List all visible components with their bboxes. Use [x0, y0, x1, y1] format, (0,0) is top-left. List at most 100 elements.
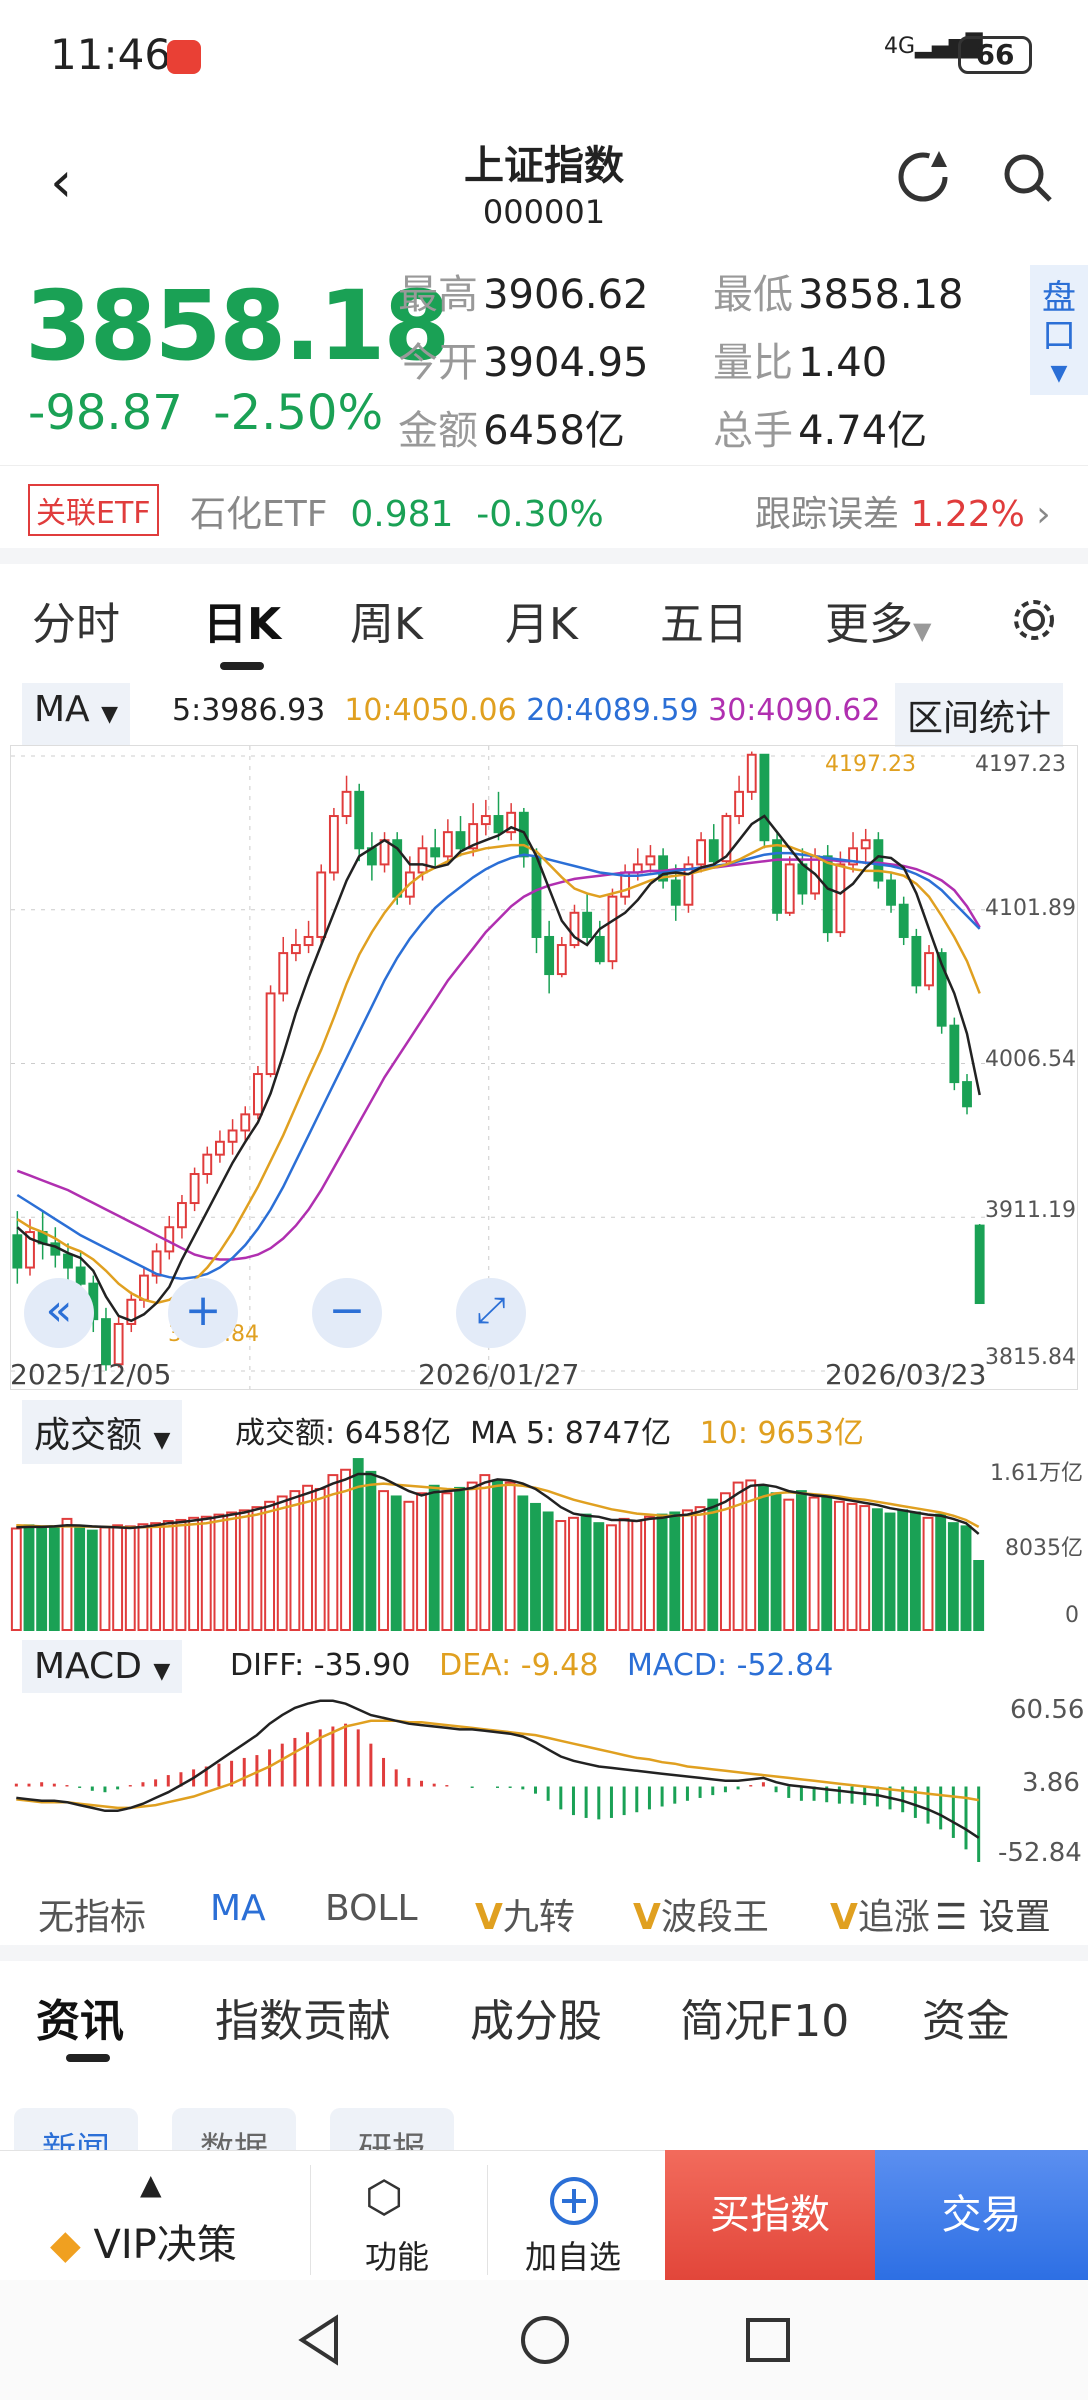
volume-bar — [86, 1529, 98, 1631]
volume-bar — [403, 1500, 415, 1632]
candle-body — [177, 1202, 187, 1229]
nav-recents-icon[interactable] — [738, 2310, 798, 2370]
search-icon[interactable] — [1000, 150, 1056, 206]
zoom-out-icon[interactable]: − — [312, 1278, 382, 1348]
system-nav-bar — [0, 2280, 1088, 2400]
candle-body — [835, 863, 846, 934]
volume-bar — [517, 1495, 529, 1632]
tab-monthly-k[interactable]: 月K — [505, 599, 578, 650]
candle-body — [772, 839, 782, 914]
volume-bar — [162, 1520, 174, 1631]
volume-bar — [783, 1498, 795, 1631]
kline-chart[interactable] — [10, 745, 1078, 1390]
nav-back-icon[interactable] — [290, 2310, 350, 2370]
volume-bar — [947, 1522, 959, 1631]
divider — [310, 2165, 311, 2275]
tab-funds[interactable]: 资金 — [922, 1996, 1010, 2047]
candle-body — [848, 847, 858, 866]
volume-bar — [466, 1481, 478, 1632]
candle-body — [126, 1298, 137, 1325]
add-watchlist-button[interactable]: 加自选 — [525, 2238, 622, 2276]
nav-home-icon[interactable] — [515, 2310, 575, 2370]
diamond-icon: ◆ — [50, 2222, 81, 2268]
candle-body — [962, 1081, 972, 1108]
tab-five-day[interactable]: 五日 — [660, 599, 748, 650]
buy-index-button[interactable]: 买指数 — [665, 2150, 875, 2280]
related-etf-tag: 关联ETF — [28, 484, 159, 536]
order-book-button[interactable]: 盘口 ▼ — [1030, 265, 1088, 395]
indicator-settings[interactable]: ☰ 设置 — [935, 1888, 1051, 1940]
volume-bar — [504, 1481, 516, 1632]
candle-body — [430, 847, 441, 858]
candle-body — [316, 871, 327, 938]
vip-decision-button[interactable]: ◆ VIP决策 — [50, 2222, 237, 2268]
candle-body — [531, 855, 542, 938]
volume-bar — [264, 1500, 276, 1632]
candle-body — [506, 811, 517, 834]
range-stats-button[interactable]: 区间统计 — [895, 683, 1064, 747]
tab-daily-k[interactable]: 日K — [203, 599, 282, 650]
candle-body — [215, 1140, 225, 1156]
related-etf-bar[interactable] — [0, 465, 1088, 550]
candle-body — [341, 790, 352, 818]
chevron-up-icon[interactable]: ▲ — [140, 2168, 162, 2201]
volume-indicator-selector[interactable]: 成交额 ▼ — [22, 1400, 183, 1464]
macd-diff-line — [16, 1699, 980, 1839]
scroll-left-icon[interactable]: « — [24, 1278, 94, 1348]
candle-body — [442, 831, 453, 858]
volume-bar — [707, 1498, 719, 1631]
indicator-none[interactable]: 无指标 — [38, 1897, 147, 1938]
add-circle-icon — [550, 2177, 598, 2225]
candle-body — [290, 944, 301, 955]
tab-news[interactable]: 资讯 — [36, 1996, 124, 2047]
indicator-boduanwang[interactable]: V波段王 — [633, 1897, 769, 1938]
settings-gear-icon[interactable] — [1010, 596, 1058, 644]
tab-more[interactable]: 更多▼ — [825, 599, 932, 650]
date-end: 2026/03/23 — [825, 1358, 987, 1391]
candle-body — [974, 1224, 985, 1305]
volume-bar — [74, 1527, 86, 1631]
volume-bar — [378, 1490, 389, 1631]
tab-index-contribution[interactable]: 指数贡献 — [215, 1996, 391, 2047]
volume-bar — [48, 1525, 60, 1631]
volume-bar — [770, 1492, 782, 1632]
volume-values: 成交额: 6458亿 MA 5: 8747亿 10: 9653亿 — [235, 1416, 864, 1451]
zoom-in-icon[interactable]: + — [168, 1278, 238, 1348]
tab-weekly-k[interactable]: 周K — [350, 599, 423, 650]
candle-body — [734, 790, 745, 818]
function-button[interactable]: 功能 — [365, 2238, 430, 2276]
candle-body — [911, 935, 922, 987]
tab-f10[interactable]: 简况F10 — [680, 1996, 850, 2047]
volume-bar — [188, 1516, 200, 1631]
tracking-error[interactable]: 跟踪误差 1.22% › — [755, 494, 1051, 535]
tab-constituents[interactable]: 成分股 — [470, 1996, 602, 2047]
candle-body — [822, 855, 833, 934]
volume-bar — [732, 1481, 744, 1632]
trade-button[interactable]: 交易 — [875, 2150, 1088, 2280]
max-price-label: 4197.23 — [825, 752, 916, 777]
indicator-ma[interactable]: MA — [210, 1888, 266, 1929]
refresh-icon[interactable] — [895, 145, 955, 205]
candle-body — [493, 815, 504, 834]
indicator-zhuizhang[interactable]: V追涨 — [830, 1897, 930, 1938]
candle-body — [784, 863, 795, 914]
volume-bar — [492, 1479, 503, 1631]
macd-selector[interactable]: MACD ▼ — [22, 1640, 183, 1693]
index-code: 000001 — [482, 193, 606, 231]
volume-bar — [859, 1505, 871, 1632]
indicator-boll[interactable]: BOLL — [325, 1888, 418, 1929]
candle-body — [645, 855, 656, 866]
tab-intraday[interactable]: 分时 — [32, 599, 120, 650]
fullscreen-icon[interactable]: ⤢ — [456, 1278, 526, 1348]
candle-body — [569, 911, 580, 947]
kline-axis-4: 3911.19 — [985, 1198, 1076, 1223]
candle-body — [696, 839, 707, 866]
tab-underline — [220, 662, 264, 670]
volume-bar — [428, 1484, 440, 1631]
ma-selector[interactable]: MA ▼ — [22, 683, 131, 745]
volume-bar — [593, 1522, 605, 1631]
indicator-jiuzhuan[interactable]: V九转 — [475, 1897, 575, 1938]
volume-bar — [745, 1479, 757, 1631]
back-icon[interactable]: ‹ — [50, 150, 73, 215]
volume-bar — [682, 1509, 693, 1631]
